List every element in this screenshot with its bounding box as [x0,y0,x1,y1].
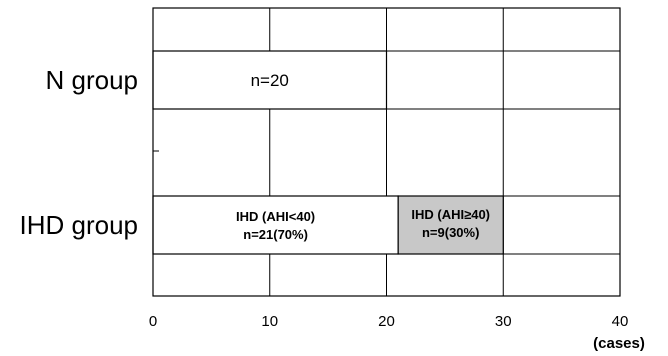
segment-label-ihd-low-line2: n=21(70%) [243,227,308,242]
x-unit-label: (cases) [593,335,645,352]
segment-label-n-group: n=20 [251,71,289,90]
x-tick-label: 40 [612,313,629,330]
category-label-n-group: N group [46,65,139,95]
plot-frame [152,7,621,297]
bar-segment-secondary [397,195,504,255]
x-tick-label: 20 [378,313,395,330]
category-labels: N group IHD group [20,65,139,240]
bar-segment-primary [152,195,399,255]
x-tick-label: 30 [495,313,512,330]
x-tick-labels: 0 10 20 30 40 [149,313,629,330]
x-tick-label: 10 [261,313,278,330]
x-tick-label: 0 [149,313,157,330]
segment-label-ihd-high-line1: IHD (AHI≥40) [411,207,490,222]
segment-label-ihd-low-line1: IHD (AHI<40) [236,209,315,224]
segment-labels: n=20 IHD (AHI<40) n=21(70%) IHD (AHI≥40)… [236,71,490,242]
bars [152,50,504,255]
segment-label-ihd-high-line2: n=9(30%) [422,225,479,240]
category-label-ihd-group: IHD group [20,210,139,240]
